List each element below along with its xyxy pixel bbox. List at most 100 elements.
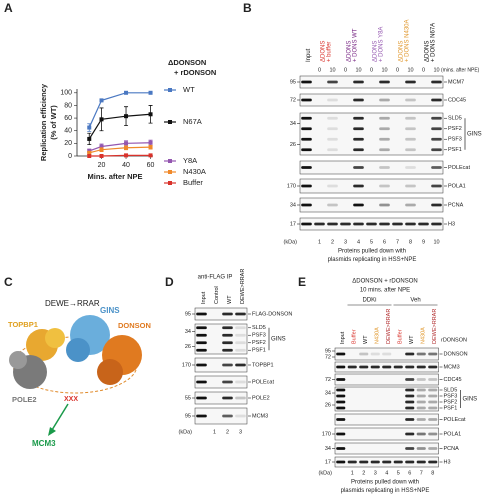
band (379, 184, 390, 188)
y-axis-label: (% of WT) (49, 105, 58, 140)
band (431, 166, 442, 169)
lane-number: 1 (213, 429, 216, 435)
lane-number: 2 (362, 470, 365, 476)
band (428, 365, 438, 369)
band (235, 333, 246, 337)
band (405, 400, 415, 404)
legend-label: WT (183, 85, 195, 94)
size-marker: 95 (185, 311, 191, 317)
blot-frame (299, 197, 444, 213)
band (196, 333, 207, 337)
y-tick-label: 80 (64, 102, 72, 109)
arrow-head (48, 427, 56, 436)
lane-number: 10 (433, 239, 439, 245)
band (379, 98, 390, 102)
time-unit: (mins. after NPE) (441, 67, 480, 73)
lane-number: 4 (385, 470, 388, 476)
pole2-blob (9, 351, 27, 369)
lane-label: Buffer (398, 329, 404, 344)
blot-frame (334, 347, 439, 361)
band (336, 400, 346, 404)
legend-label: N67A (183, 117, 202, 126)
size-marker: 95 (290, 79, 296, 85)
condition-label: ΔDONS (347, 41, 353, 62)
time-label: 0 (396, 67, 399, 73)
band (235, 326, 246, 330)
lane-label: N430A (375, 327, 381, 344)
time-label: 10 (381, 67, 387, 73)
band (327, 127, 338, 131)
band (393, 460, 403, 464)
y-tick-label: 60 (64, 115, 72, 122)
band (405, 137, 416, 141)
legend-label: N430A (183, 167, 206, 176)
band (336, 352, 346, 356)
lane-number: 6 (408, 470, 411, 476)
band (301, 116, 312, 120)
kda-label: (kDa) (179, 429, 193, 435)
band (235, 380, 246, 384)
y-tick-label: 0 (68, 153, 72, 160)
y-tick-label: 100 (60, 90, 72, 97)
blot-frame (334, 386, 439, 412)
protein-label: PSF1 (444, 405, 458, 411)
band (431, 98, 442, 102)
band (222, 333, 233, 337)
band (336, 378, 346, 381)
legend-title: ΔDONSON (168, 58, 206, 67)
band (235, 396, 246, 400)
size-marker: 170 (322, 431, 331, 437)
band (382, 352, 392, 356)
protein-label: SLD5 (252, 325, 266, 331)
size-marker: 170 (287, 183, 296, 189)
protein-label: PSF1 (448, 147, 462, 153)
band (405, 166, 416, 169)
band (428, 388, 438, 392)
point (124, 145, 129, 150)
band (431, 116, 442, 120)
band (379, 116, 390, 120)
panel-letter: B (243, 1, 252, 15)
lane-number: 6 (383, 239, 386, 245)
blot-frame (299, 178, 444, 194)
band (428, 352, 438, 356)
band (416, 406, 426, 410)
band (359, 460, 369, 464)
band (405, 222, 416, 226)
legend-marker (168, 120, 172, 124)
protein-label: POLE2 (252, 395, 270, 401)
band (416, 447, 426, 450)
protein-label: POLEcat (252, 379, 274, 385)
condition-label: + DONS WT (353, 28, 359, 62)
band (235, 348, 246, 352)
topbp1-label: TOPBP1 (8, 320, 38, 329)
band (405, 432, 415, 436)
lane-label: WT (363, 335, 369, 344)
band (222, 348, 233, 352)
band (222, 414, 233, 418)
band (428, 418, 438, 421)
lane-label: Input (306, 48, 312, 62)
lane-number: 4 (357, 239, 360, 245)
band (405, 98, 416, 102)
kda-label: (kDa) (284, 239, 298, 245)
lane-label: DEWE>RRAR (240, 269, 246, 304)
legend-marker (168, 88, 172, 92)
size-marker: 26 (185, 344, 191, 350)
band (431, 148, 442, 152)
band (366, 222, 377, 226)
caption: Proteins pulled down with (351, 480, 419, 486)
size-marker: 34 (185, 329, 191, 335)
protein-label: MCM3 (444, 364, 460, 370)
band (222, 396, 233, 400)
y-tick-label: 20 (64, 140, 72, 147)
point (87, 154, 92, 158)
protein-label: DONSON (444, 351, 468, 357)
band (431, 137, 442, 141)
band (405, 394, 415, 398)
band (347, 365, 357, 369)
band (379, 148, 390, 152)
band (347, 460, 357, 464)
mutation-label: XXX (64, 396, 78, 403)
protein-label: PSF3 (448, 137, 462, 143)
